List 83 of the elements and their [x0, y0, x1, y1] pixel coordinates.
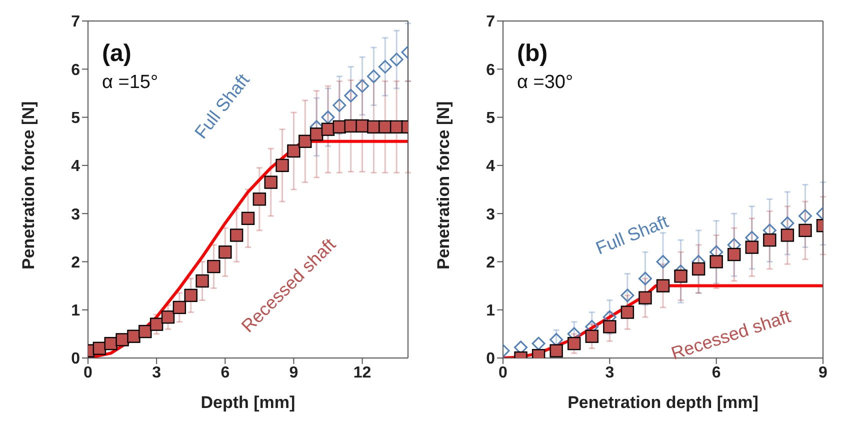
- point: [138, 324, 152, 338]
- point: [780, 216, 794, 230]
- y-tick-label: 5: [71, 110, 80, 127]
- x-tick-label: 3: [605, 364, 614, 382]
- x-axis-title: Penetration depth [mm]: [568, 393, 758, 412]
- point: [172, 300, 186, 314]
- point: [763, 233, 776, 247]
- point: [230, 228, 244, 242]
- point: [298, 134, 312, 148]
- point: [321, 110, 335, 124]
- annotation: α =15°: [102, 72, 158, 94]
- y-tick-label: 6: [486, 62, 496, 79]
- annotation: α =30°: [517, 72, 574, 94]
- point: [656, 279, 670, 292]
- point: [276, 158, 289, 172]
- point: [207, 260, 220, 274]
- x-tick-label: 0: [84, 364, 93, 382]
- y-tick-label: 0: [71, 350, 80, 368]
- point: [638, 272, 652, 286]
- annotation: (a): [102, 40, 132, 68]
- point: [116, 333, 129, 346]
- text: Full Shaft: [593, 211, 672, 260]
- x-tick-label: 6: [220, 364, 230, 382]
- y-tick-label: 2: [71, 254, 80, 272]
- point: [390, 52, 404, 66]
- point: [550, 344, 563, 358]
- point: [532, 336, 546, 350]
- point: [161, 310, 175, 324]
- x-tick-label: 9: [818, 364, 828, 382]
- point: [728, 248, 741, 262]
- y-tick-label: 2: [486, 254, 496, 272]
- y-tick-label: 1: [486, 302, 496, 320]
- point: [196, 274, 209, 288]
- x-axis-title: Depth [mm]: [200, 393, 296, 412]
- point: [603, 320, 616, 334]
- point: [127, 330, 140, 343]
- y-tick-label: 7: [486, 14, 496, 31]
- point: [92, 342, 106, 355]
- y-tick-label: 6: [71, 62, 80, 79]
- point: [252, 192, 266, 206]
- point: [366, 70, 380, 84]
- point: [656, 254, 670, 268]
- y-axis-title: Penetration force [N]: [434, 101, 454, 270]
- point: [780, 228, 794, 242]
- point: [798, 224, 812, 238]
- point: [321, 122, 335, 136]
- x-tick-label: 3: [152, 364, 162, 382]
- point: [620, 306, 634, 319]
- point: [310, 128, 324, 141]
- x-tick-label: 6: [712, 364, 721, 382]
- point: [550, 332, 564, 346]
- y-tick-label: 3: [486, 206, 496, 224]
- point: [356, 79, 370, 93]
- point: [674, 270, 688, 283]
- point: [184, 288, 198, 302]
- point: [568, 336, 581, 350]
- point: [264, 176, 278, 189]
- point: [585, 330, 598, 343]
- point: [150, 318, 164, 331]
- y-tick-label: 4: [71, 158, 80, 176]
- annotation: (b): [517, 40, 548, 68]
- point: [710, 255, 723, 268]
- point: [620, 288, 634, 302]
- point: [332, 98, 346, 112]
- point: [798, 209, 812, 223]
- y-axis-title: Penetration force [N]: [19, 101, 38, 270]
- point: [692, 262, 706, 276]
- point: [287, 144, 300, 158]
- x-tick-label: 9: [289, 364, 298, 382]
- point: [218, 245, 232, 259]
- y-tick-label: 5: [486, 110, 496, 127]
- point: [378, 60, 392, 74]
- point: [344, 88, 358, 102]
- y-tick-label: 3: [71, 206, 80, 224]
- point: [638, 291, 652, 304]
- y-tick-label: 4: [486, 158, 496, 176]
- point: [745, 240, 758, 254]
- y-tick-label: 0: [486, 350, 496, 368]
- x-tick-label: 0: [498, 364, 508, 382]
- point: [241, 212, 255, 225]
- y-tick-label: 7: [71, 14, 80, 31]
- y-tick-label: 1: [71, 302, 80, 320]
- x-tick-label: 12: [353, 364, 372, 382]
